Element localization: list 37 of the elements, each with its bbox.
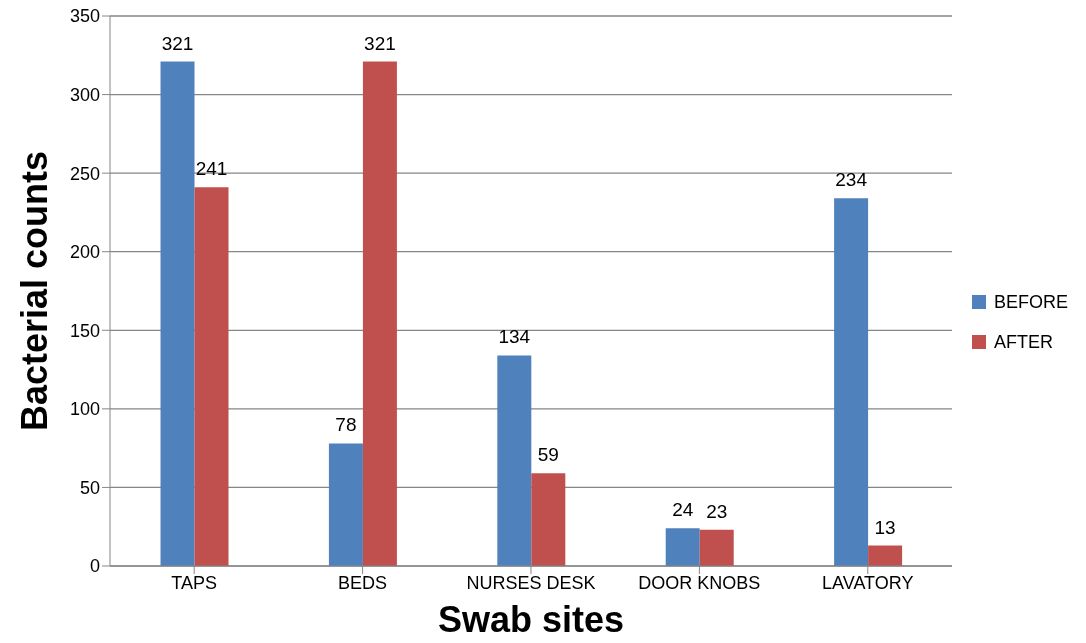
bar bbox=[868, 545, 903, 566]
x-tick-label: NURSES DESK bbox=[466, 572, 596, 593]
data-label: 241 bbox=[195, 158, 228, 180]
legend-label: AFTER bbox=[993, 331, 1053, 353]
x-tick-label: BEDS bbox=[338, 572, 388, 593]
y-tick-label: 50 bbox=[79, 477, 100, 498]
bar bbox=[160, 61, 195, 566]
y-tick-label: 100 bbox=[69, 399, 100, 420]
bar bbox=[194, 187, 229, 566]
data-label: 321 bbox=[161, 32, 194, 54]
bar bbox=[665, 528, 700, 566]
bar bbox=[834, 198, 869, 566]
data-label: 24 bbox=[672, 499, 694, 521]
y-tick-label: 150 bbox=[69, 320, 100, 341]
y-axis-title: Bacterial counts bbox=[13, 150, 55, 432]
legend-label: BEFORE bbox=[993, 291, 1068, 313]
data-label: 78 bbox=[335, 414, 357, 436]
x-axis-title: Swab sites bbox=[437, 598, 625, 640]
x-tick-label: TAPS bbox=[171, 572, 218, 593]
y-tick-label: 300 bbox=[69, 84, 100, 105]
y-tick-label: 0 bbox=[89, 556, 100, 577]
bar bbox=[699, 529, 734, 566]
bar bbox=[531, 473, 566, 566]
x-tick-label: LAVATORY bbox=[822, 572, 914, 593]
bar bbox=[362, 61, 397, 566]
data-label: 13 bbox=[874, 516, 896, 538]
bar bbox=[497, 355, 532, 566]
y-tick-label: 350 bbox=[69, 6, 100, 27]
data-label: 321 bbox=[364, 32, 396, 54]
data-label: 134 bbox=[498, 326, 531, 348]
x-tick-label: DOOR KNOBS bbox=[638, 572, 761, 593]
data-label: 234 bbox=[835, 169, 868, 191]
data-label: 59 bbox=[537, 444, 559, 466]
data-label: 23 bbox=[706, 500, 728, 522]
bar bbox=[328, 443, 363, 566]
y-tick-label: 250 bbox=[69, 163, 100, 184]
y-tick-label: 200 bbox=[69, 242, 100, 263]
